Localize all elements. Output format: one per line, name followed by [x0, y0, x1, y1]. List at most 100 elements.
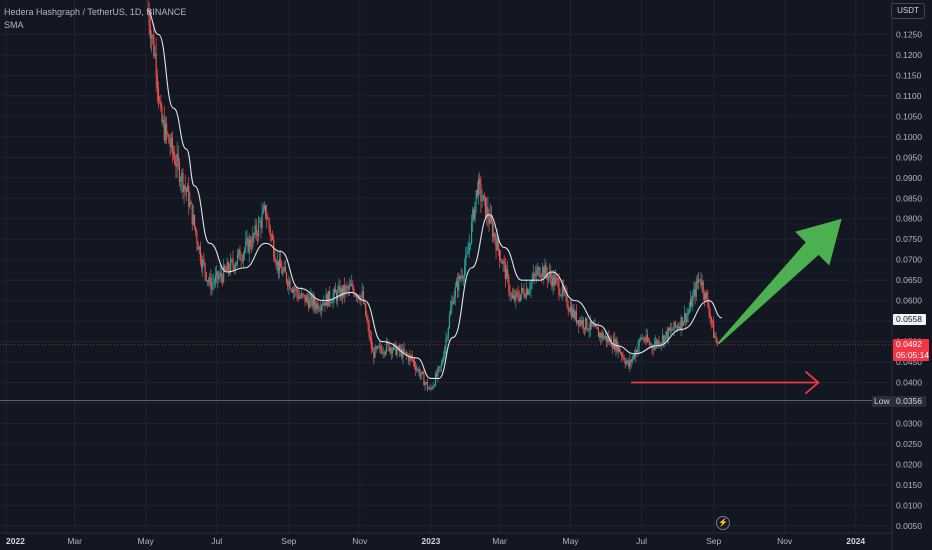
candle-body [611, 346, 614, 349]
candle-body [261, 213, 263, 228]
candle-body [596, 327, 598, 329]
candle-body [395, 343, 397, 356]
candle-body [370, 338, 373, 349]
candle-body [203, 259, 205, 264]
candle-body [707, 296, 709, 307]
candle-body [186, 185, 189, 192]
x-tick-label: Sep [706, 536, 721, 546]
y-tick-label: 0.1050 [896, 111, 922, 121]
candle-body [280, 258, 282, 268]
candle-body [459, 276, 461, 279]
candle-body [552, 275, 554, 287]
candle-body [340, 288, 342, 299]
green-trend-arrow[interactable] [717, 218, 842, 345]
x-tick-label: 2024 [846, 536, 865, 546]
candle-body [182, 172, 184, 192]
candle-body [543, 267, 545, 278]
candle-body [663, 335, 665, 344]
candle-body [211, 282, 213, 290]
currency-button[interactable]: USDT [891, 3, 925, 19]
candle-body [239, 249, 241, 260]
candle-body [255, 225, 257, 235]
candle-body [224, 265, 226, 270]
candle-body [681, 317, 683, 326]
candle-body [497, 237, 499, 250]
candle-body [296, 288, 298, 294]
candle-body [664, 335, 666, 344]
candle-body [386, 341, 388, 352]
candle-body [438, 366, 440, 369]
candle-body [287, 281, 289, 287]
candle-body [461, 276, 463, 278]
candle-body [301, 293, 303, 298]
candle-body [619, 352, 622, 354]
x-axis[interactable]: 2022 Mar May Jul Sep Nov 2023 Mar May Jul Sep Nov 20… [6, 536, 865, 546]
candle-body [595, 324, 597, 328]
candle-body [486, 206, 488, 217]
candle-body [493, 232, 495, 237]
candle-body [360, 295, 362, 301]
candle-body [673, 321, 675, 330]
candle-body [688, 309, 690, 313]
candle-body [419, 374, 421, 376]
candle-body [290, 289, 292, 291]
candle-body [514, 295, 516, 301]
candle-body [375, 346, 377, 349]
candle-body [298, 297, 300, 299]
candle-body [245, 240, 247, 250]
candle-body [168, 135, 170, 144]
candle-body [313, 297, 316, 305]
candle-body [484, 196, 487, 217]
candle-body [466, 254, 468, 256]
candle-body [372, 348, 374, 352]
candle-body [349, 285, 352, 287]
drawings-layer[interactable] [631, 218, 842, 395]
candle-body [509, 292, 511, 295]
candle-body [696, 281, 699, 283]
candle-body [439, 366, 441, 368]
candle-body [708, 306, 710, 315]
bolt-icon[interactable]: ⚡ [716, 516, 730, 530]
candle-body [431, 387, 433, 389]
symbol-title[interactable]: Hedera Hashgraph / TetherUS, 1D, BINANCE [4, 7, 187, 17]
candle-body [237, 253, 239, 263]
candle-body [312, 297, 314, 307]
candle-body [430, 387, 432, 389]
candle-body [535, 274, 537, 276]
candle-body [167, 133, 169, 136]
candle-body [701, 281, 703, 286]
candle-body [547, 275, 550, 280]
x-tick-label: May [138, 536, 155, 546]
candle-body [253, 233, 255, 236]
candle-body [637, 346, 639, 353]
candle-body [475, 190, 477, 203]
candle-body [559, 293, 561, 296]
y-tick-label: 0.0850 [896, 193, 922, 203]
candle-body [545, 265, 547, 274]
candle-body [665, 331, 667, 336]
y-axis[interactable]: 0.1250 0.1200 0.1150 0.1100 0.1050 0.1000 0.09… [896, 30, 922, 531]
candle-body [355, 295, 357, 298]
candle-body [470, 221, 473, 244]
candle-body [246, 238, 248, 241]
candle-body [299, 297, 302, 298]
candle-body [548, 272, 551, 276]
candle-body [612, 338, 615, 349]
candle-body [633, 354, 636, 358]
candle-body [667, 327, 669, 340]
candle-body [228, 270, 231, 272]
candle-body [638, 339, 640, 347]
candle-body [218, 276, 220, 280]
candle-body [702, 281, 704, 294]
candle-body [448, 315, 451, 328]
candle-body [510, 293, 512, 295]
candle-body [288, 280, 290, 287]
chart-legend: Hedera Hashgraph / TetherUS, 1D, BINANCE… [4, 6, 186, 32]
candle-body [713, 321, 715, 338]
indicator-label[interactable]: SMA [4, 20, 24, 30]
candle-body [606, 335, 608, 342]
candle-body [444, 347, 446, 357]
candle-body [522, 288, 524, 291]
candle-body [554, 277, 556, 285]
